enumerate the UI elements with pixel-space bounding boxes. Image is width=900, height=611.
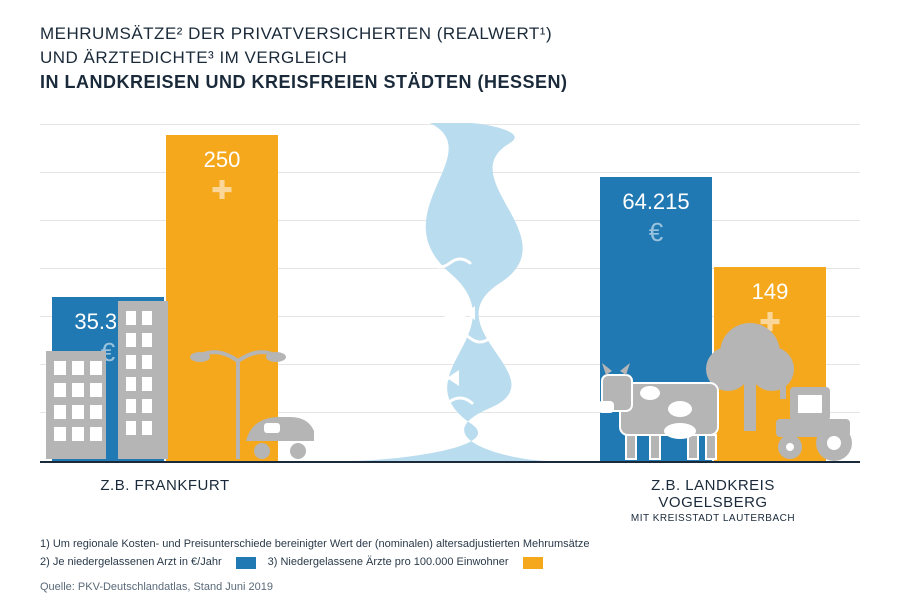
bar-value: 149: [714, 279, 826, 305]
bar-value: 64.215: [600, 189, 712, 215]
bar-group-vogelsberg: 64.215€149✚: [600, 177, 826, 463]
bar-vogelsberg-euro: 64.215€: [600, 177, 712, 463]
x-label-main: Z.B. LANDKREIS VOGELSBERG: [600, 477, 826, 511]
legend-swatch-orange: [523, 557, 543, 569]
title-line-3: IN LANDKREISEN UND KREISFREIEN STÄDTEN (…: [40, 70, 860, 95]
chart-area: 35.390€250✚64.215€149✚: [40, 123, 860, 463]
bar-vogelsberg-doctor: 149✚: [714, 267, 826, 463]
footnotes: 1) Um regionale Kosten- und Preisuntersc…: [40, 535, 860, 597]
bar-frankfurt-euro: 35.390€: [52, 297, 164, 463]
river-illustration: [340, 123, 560, 461]
x-label-vogelsberg: Z.B. LANDKREIS VOGELSBERG MIT KREISSTADT …: [600, 477, 826, 524]
x-label-frankfurt: Z.B. FRANKFURT: [52, 477, 278, 494]
baseline: [40, 461, 860, 463]
plus-icon: ✚: [714, 307, 826, 338]
bar-value: 35.390: [52, 309, 164, 335]
header: MEHRUMSÄTZE² DER PRIVATVERSICHERTEN (REA…: [0, 0, 900, 95]
title-line-1: MEHRUMSÄTZE² DER PRIVATVERSICHERTEN (REA…: [40, 22, 860, 46]
euro-icon: €: [52, 337, 164, 368]
footnote-2: 2) Je niedergelassenen Arzt in €/Jahr: [40, 553, 222, 572]
x-label-sub: MIT KREISSTADT LAUTERBACH: [600, 513, 826, 524]
bar-frankfurt-doctor: 250✚: [166, 135, 278, 463]
legend-swatch-blue: [236, 557, 256, 569]
bar-group-frankfurt: 35.390€250✚: [52, 135, 278, 463]
title-line-2: UND ÄRZTEDICHTE³ IM VERGLEICH: [40, 46, 860, 70]
x-label-main: Z.B. FRANKFURT: [52, 477, 278, 494]
x-axis-labels: Z.B. FRANKFURT Z.B. LANDKREIS VOGELSBERG M…: [40, 477, 860, 521]
euro-icon: €: [600, 217, 712, 248]
bar-value: 250: [166, 147, 278, 173]
footnote-3: 3) Niedergelassene Ärzte pro 100.000 Ein…: [268, 553, 509, 572]
plus-icon: ✚: [166, 175, 278, 206]
source-line: Quelle: PKV-Deutschlandatlas, Stand Juni…: [40, 578, 860, 597]
footnote-1: 1) Um regionale Kosten- und Preisuntersc…: [40, 535, 860, 554]
